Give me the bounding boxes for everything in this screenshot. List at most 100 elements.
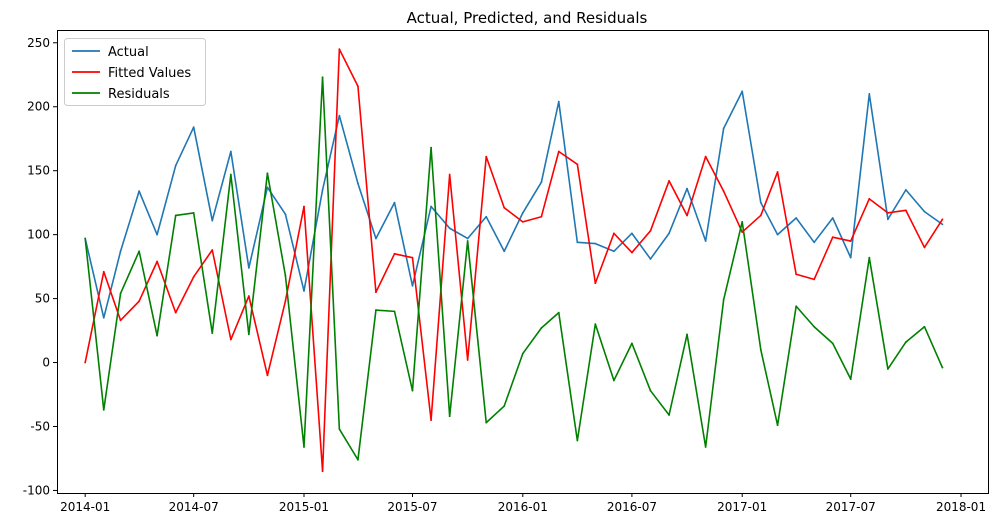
data-point <box>686 214 688 217</box>
data-point <box>759 214 762 217</box>
data-point <box>375 309 377 311</box>
data-point <box>211 219 214 222</box>
x-tick-label: 2015-01 <box>279 500 329 514</box>
data-point <box>485 215 488 218</box>
data-point <box>84 237 87 240</box>
data-point <box>102 316 105 319</box>
data-point <box>521 220 524 223</box>
data-point <box>303 205 305 208</box>
data-point <box>904 188 907 191</box>
data-point <box>156 260 159 263</box>
data-point <box>722 298 725 301</box>
data-point <box>795 273 798 276</box>
data-point <box>649 229 652 232</box>
data-point <box>941 366 944 369</box>
data-point <box>594 282 597 285</box>
data-point <box>557 311 560 314</box>
x-tick-label: 2014-07 <box>169 500 219 514</box>
data-point <box>357 85 359 88</box>
series-line-1 <box>84 48 944 473</box>
data-point <box>138 300 141 303</box>
data-point <box>668 414 670 416</box>
x-tick-label: 2015-07 <box>387 500 437 514</box>
data-point <box>904 341 907 343</box>
data-point <box>540 215 543 218</box>
data-point <box>631 251 633 254</box>
data-point <box>540 181 543 184</box>
data-point <box>466 359 469 361</box>
data-point <box>485 421 488 424</box>
data-point <box>375 237 377 240</box>
y-tick-label: 50 <box>35 292 50 306</box>
data-point <box>649 258 652 260</box>
data-point <box>174 164 177 167</box>
data-point <box>849 256 852 259</box>
data-point <box>229 338 232 341</box>
data-point <box>886 368 889 370</box>
data-point <box>303 446 305 448</box>
data-point <box>266 172 269 175</box>
data-point <box>393 310 396 313</box>
x-tick-label: 2014-01 <box>60 500 110 514</box>
data-point <box>886 212 889 214</box>
data-point <box>503 250 506 253</box>
data-point <box>831 342 834 345</box>
legend-label: Residuals <box>108 87 170 102</box>
legend-label: Actual <box>108 45 149 60</box>
data-point <box>192 275 195 278</box>
data-point <box>941 218 944 221</box>
data-point <box>741 220 744 223</box>
data-point <box>284 213 287 216</box>
data-point <box>668 232 670 235</box>
data-point <box>338 114 341 117</box>
data-point <box>923 246 926 249</box>
data-point <box>813 278 816 281</box>
data-point <box>119 319 122 322</box>
data-point <box>284 274 287 277</box>
data-point <box>430 419 432 421</box>
data-point <box>631 342 633 345</box>
data-point <box>448 173 451 176</box>
data-point <box>631 232 633 235</box>
data-point <box>247 267 250 269</box>
data-point <box>102 408 105 411</box>
x-tick-label: 2017-07 <box>826 500 876 514</box>
data-point <box>722 190 725 193</box>
data-point <box>156 334 159 337</box>
data-point <box>923 325 926 328</box>
data-point <box>886 218 889 221</box>
data-point <box>613 232 615 235</box>
data-point <box>613 250 615 253</box>
data-point <box>795 217 798 219</box>
x-tick-label: 2018-01 <box>936 500 986 514</box>
data-point <box>247 333 250 336</box>
data-point <box>576 439 579 442</box>
data-point <box>229 150 232 153</box>
data-point <box>303 290 305 292</box>
data-point <box>557 150 560 153</box>
data-point <box>174 214 177 217</box>
data-point <box>84 361 87 364</box>
data-point <box>704 446 707 448</box>
data-point <box>521 212 524 214</box>
data-point <box>759 201 762 204</box>
y-tick-label: 100 <box>27 228 50 242</box>
data-point <box>229 173 232 176</box>
x-tick-label: 2017-01 <box>717 500 767 514</box>
data-point <box>831 236 834 239</box>
plot-lines <box>84 48 944 473</box>
legend: Actual Fitted Values Residuals <box>64 38 206 106</box>
data-point <box>503 405 506 407</box>
data-point <box>704 240 707 242</box>
data-point <box>411 389 414 392</box>
data-point <box>102 270 105 273</box>
data-point <box>448 227 451 230</box>
data-point <box>868 197 871 200</box>
data-point <box>521 352 524 355</box>
data-point <box>503 206 506 209</box>
data-point <box>211 249 214 251</box>
data-point <box>941 223 944 226</box>
data-point <box>247 295 250 297</box>
data-point <box>686 333 688 336</box>
